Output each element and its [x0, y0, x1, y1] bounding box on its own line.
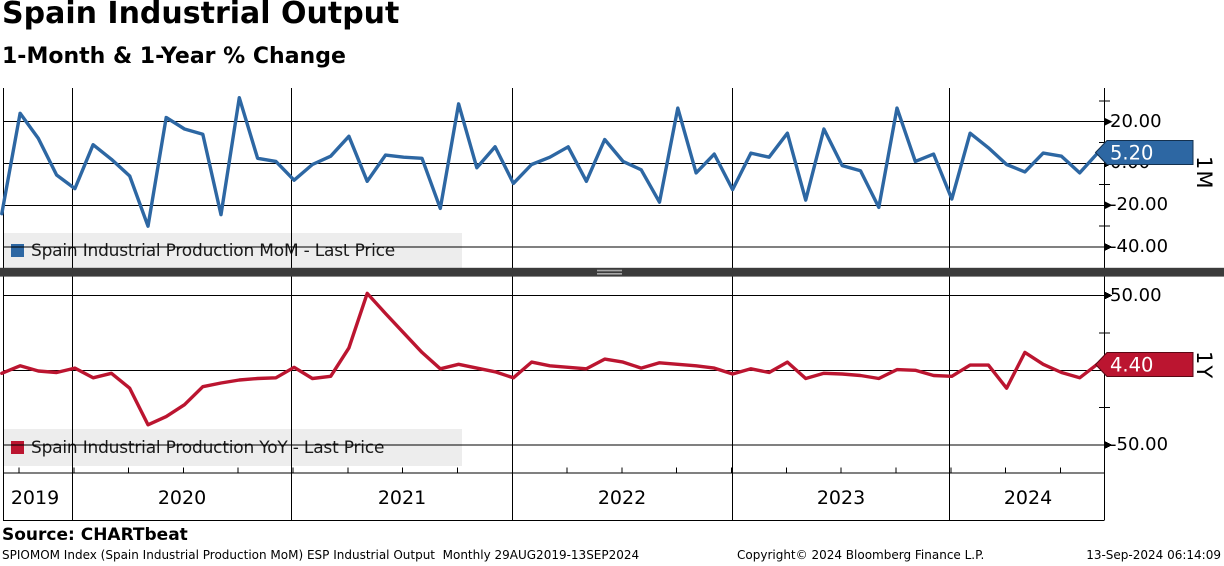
xtick-2022: 2022: [597, 487, 647, 509]
page-subtitle: 1-Month & 1-Year % Change: [2, 44, 346, 69]
top-panel-axis-name: 1M: [1192, 156, 1216, 190]
legend-mom-label: Spain Industrial Production MoM - Last P…: [31, 240, 396, 261]
ytick-bot-50: 50.00: [1110, 285, 1162, 306]
mom-last-price-value: 5.20: [1110, 142, 1153, 165]
xtick-2019: 2019: [10, 487, 60, 509]
ytick-bot-neg50: -50.00: [1110, 434, 1169, 455]
source-label: Source: CHARTbeat: [2, 525, 188, 545]
mom-series-line: [0, 95, 1100, 228]
yoy-series-line: [0, 291, 1100, 427]
mom-last-price-badge: 5.20: [1094, 140, 1194, 165]
xtick-2021: 2021: [377, 487, 427, 509]
legend-yoy[interactable]: Spain Industrial Production YoY - Last P…: [4, 429, 462, 466]
xtick-2023: 2023: [816, 487, 866, 509]
panel-separator[interactable]: [0, 267, 1224, 277]
security-description: SPIOMOM Index (Spain Industrial Producti…: [2, 548, 640, 562]
page-title: Spain Industrial Output: [2, 0, 400, 31]
yoy-last-price-value: 4.40: [1110, 354, 1153, 377]
ytick-top-neg40: -40.00: [1110, 236, 1169, 257]
yoy-last-price-badge: 4.40: [1094, 352, 1194, 377]
ytick-top-neg20: -20.00: [1110, 194, 1169, 215]
legend-yoy-label: Spain Industrial Production YoY - Last P…: [31, 437, 385, 458]
timestamp: 13-Sep-2024 06:14:09: [1086, 548, 1221, 562]
xtick-2020: 2020: [157, 487, 207, 509]
copyright-text: Copyright© 2024 Bloomberg Finance L.P.: [737, 548, 985, 562]
xtick-2024: 2024: [1003, 487, 1053, 509]
yoy-legend-marker-icon: [11, 441, 24, 454]
separator-grip-icon[interactable]: [597, 269, 622, 275]
legend-mom[interactable]: Spain Industrial Production MoM - Last P…: [4, 233, 462, 268]
bottom-panel-axis-name: 1Y: [1192, 351, 1216, 380]
ytick-top-20: 20.00: [1110, 111, 1162, 132]
